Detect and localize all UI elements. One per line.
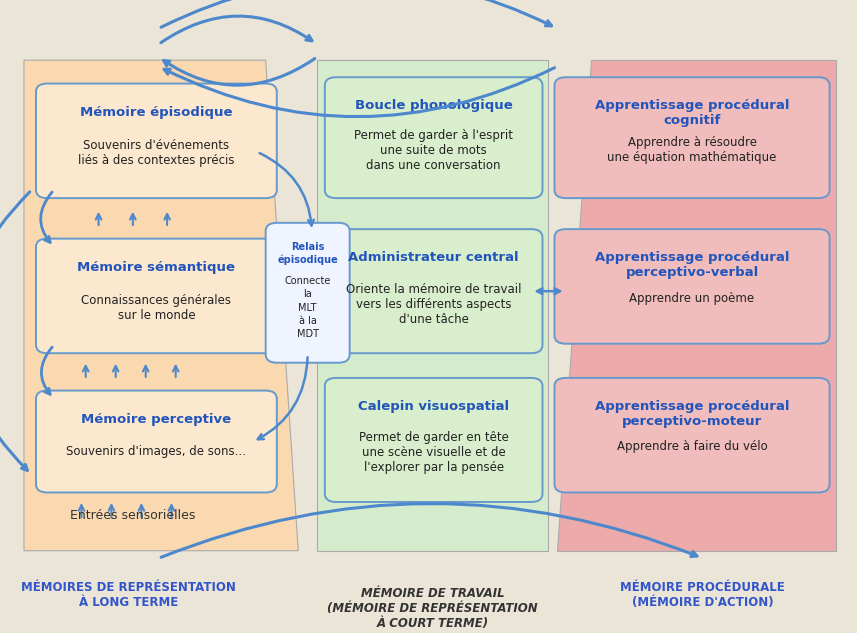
Text: MÉMOIRE PROCÉDURALE
(MÉMOIRE D'ACTION): MÉMOIRE PROCÉDURALE (MÉMOIRE D'ACTION): [620, 581, 785, 609]
Text: Permet de garder à l'esprit
une suite de mots
dans une conversation: Permet de garder à l'esprit une suite de…: [354, 128, 513, 172]
Text: Administrateur central: Administrateur central: [348, 251, 519, 265]
Text: Apprentissage procédural
perceptivo-moteur: Apprentissage procédural perceptivo-mote…: [595, 400, 789, 428]
Text: Apprendre à faire du vélo: Apprendre à faire du vélo: [617, 441, 767, 453]
Text: Mémoire épisodique: Mémoire épisodique: [81, 106, 232, 119]
Text: Souvenirs d'événements
liés à des contextes précis: Souvenirs d'événements liés à des contex…: [78, 139, 235, 166]
Text: MÉMOIRES DE REPRÉSENTATION
À LONG TERME: MÉMOIRES DE REPRÉSENTATION À LONG TERME: [21, 581, 236, 609]
Text: Entrées sensorielles: Entrées sensorielles: [70, 510, 195, 522]
Text: Mémoire perceptive: Mémoire perceptive: [81, 413, 231, 426]
FancyBboxPatch shape: [36, 239, 277, 353]
FancyBboxPatch shape: [554, 378, 830, 492]
FancyBboxPatch shape: [554, 229, 830, 344]
Text: Permet de garder en tête
une scène visuelle et de
l'explorer par la pensée: Permet de garder en tête une scène visue…: [359, 431, 508, 474]
Text: Souvenirs d'images, de sons...: Souvenirs d'images, de sons...: [67, 445, 246, 458]
Text: Calepin visuospatial: Calepin visuospatial: [358, 400, 509, 413]
Polygon shape: [24, 60, 298, 551]
FancyBboxPatch shape: [36, 391, 277, 492]
Polygon shape: [557, 60, 836, 551]
FancyBboxPatch shape: [325, 77, 542, 198]
Text: Mémoire sémantique: Mémoire sémantique: [77, 261, 236, 274]
FancyBboxPatch shape: [36, 84, 277, 198]
Text: Boucle phonologique: Boucle phonologique: [355, 99, 512, 113]
Text: MÉMOIRE DE TRAVAIL
(MÉMOIRE DE REPRÉSENTATION
À COURT TERME): MÉMOIRE DE TRAVAIL (MÉMOIRE DE REPRÉSENT…: [327, 587, 538, 630]
Text: Apprentissage procédural
cognitif: Apprentissage procédural cognitif: [595, 99, 789, 127]
Text: Apprentissage procédural
perceptivo-verbal: Apprentissage procédural perceptivo-verb…: [595, 251, 789, 279]
Text: Apprendre à résoudre
une équation mathématique: Apprendre à résoudre une équation mathém…: [608, 136, 776, 164]
Text: Oriente la mémoire de travail
vers les différents aspects
d'une tâche: Oriente la mémoire de travail vers les d…: [346, 282, 521, 325]
FancyBboxPatch shape: [266, 223, 350, 363]
Polygon shape: [317, 60, 548, 551]
Text: Connecte
la
MLT
à la
MDT: Connecte la MLT à la MDT: [285, 276, 331, 339]
Text: Relais
épisodique: Relais épisodique: [278, 242, 338, 265]
Text: Connaissances générales
sur le monde: Connaissances générales sur le monde: [81, 294, 231, 322]
Text: Apprendre un poème: Apprendre un poème: [629, 292, 755, 304]
FancyBboxPatch shape: [325, 378, 542, 502]
FancyBboxPatch shape: [554, 77, 830, 198]
FancyBboxPatch shape: [325, 229, 542, 353]
